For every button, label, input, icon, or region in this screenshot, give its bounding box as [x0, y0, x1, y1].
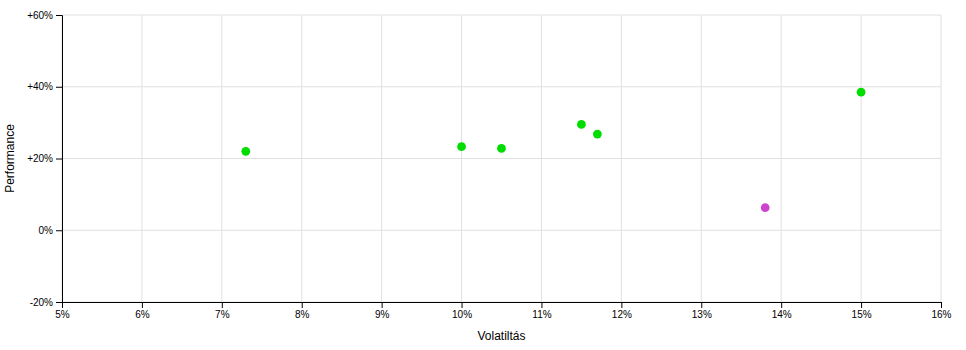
- series: [761, 203, 770, 212]
- grid: [62, 15, 941, 302]
- tick: 11%: [532, 302, 551, 320]
- tick-label: 12%: [612, 309, 632, 320]
- tick: +20%: [27, 153, 62, 164]
- tick-mark: [56, 230, 62, 231]
- plot: 5% 6% 7% 8% 9% 10% 11% 12% 13% 14% 15% 16% -20% 0% +20…: [3, 10, 952, 343]
- tick-mark: [541, 302, 542, 308]
- tick-label: 8%: [295, 309, 310, 320]
- point: [761, 203, 770, 212]
- x-axis-title: Volatiltás: [477, 329, 525, 343]
- tick: 14%: [772, 302, 792, 320]
- tick-mark: [861, 302, 862, 308]
- y-axis: -20% 0% +20% +40% +60%: [27, 10, 62, 308]
- tick-mark: [781, 302, 782, 308]
- tick-label: 15%: [852, 309, 872, 320]
- tick-mark: [142, 302, 143, 308]
- tick-label: 13%: [692, 309, 712, 320]
- point: [497, 144, 506, 153]
- tick: 15%: [852, 302, 872, 320]
- tick-label: +20%: [27, 153, 53, 164]
- tick: 0%: [39, 225, 62, 236]
- tick-mark: [56, 302, 62, 303]
- tick-label: +60%: [27, 10, 53, 21]
- tick-label: 5%: [55, 309, 70, 320]
- tick: 8%: [295, 302, 310, 320]
- tick: 12%: [612, 302, 632, 320]
- y-axis-title: Performance: [3, 124, 17, 193]
- tick-label: 9%: [375, 309, 390, 320]
- axis-line: [56, 16, 63, 303]
- tick-mark: [222, 302, 223, 308]
- tick-mark: [302, 302, 303, 308]
- tick-mark: [701, 302, 702, 308]
- tick-label: -20%: [30, 297, 53, 308]
- grid-line-y: [62, 15, 941, 16]
- tick: 9%: [375, 302, 390, 320]
- tick-mark: [56, 159, 62, 160]
- grid-line-y: [62, 230, 941, 231]
- tick-mark: [56, 87, 62, 88]
- chart: 5% 6% 7% 8% 9% 10% 11% 12% 13% 14% 15% 16% -20% 0% +20…: [0, 0, 966, 350]
- tick-mark: [56, 15, 62, 16]
- tick: +40%: [27, 81, 62, 92]
- point: [857, 88, 866, 97]
- x-axis: 5% 6% 7% 8% 9% 10% 11% 12% 13% 14% 15% 16%: [55, 302, 951, 320]
- tick-label: 11%: [532, 309, 551, 320]
- marks: [241, 88, 865, 212]
- tick-mark: [941, 302, 942, 308]
- grid-line-y: [62, 158, 941, 159]
- tick: 5%: [55, 302, 70, 320]
- tick: 13%: [692, 302, 712, 320]
- tick-label: 6%: [135, 309, 150, 320]
- axis-line: [63, 303, 942, 309]
- tick-mark: [382, 302, 383, 308]
- tick-label: 7%: [215, 309, 230, 320]
- tick-label: 16%: [931, 309, 951, 320]
- tick-label: 14%: [772, 309, 792, 320]
- tick: +60%: [27, 10, 62, 21]
- tick-label: 0%: [39, 225, 54, 236]
- tick: 6%: [135, 302, 150, 320]
- tick-label: 10%: [452, 309, 472, 320]
- tick: 10%: [452, 302, 472, 320]
- tick: 16%: [931, 302, 951, 320]
- tick: 7%: [215, 302, 230, 320]
- grid-line-y: [62, 86, 941, 87]
- tick-label: +40%: [27, 81, 53, 92]
- series: [241, 88, 865, 156]
- tick-mark: [462, 302, 463, 308]
- point: [577, 120, 586, 129]
- tick: -20%: [30, 297, 62, 308]
- point: [241, 147, 250, 156]
- point: [457, 142, 466, 151]
- point: [593, 130, 602, 139]
- tick-mark: [621, 302, 622, 308]
